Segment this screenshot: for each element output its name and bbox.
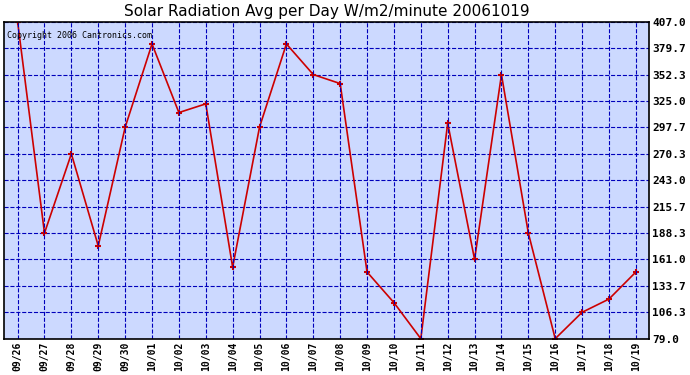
Title: Solar Radiation Avg per Day W/m2/minute 20061019: Solar Radiation Avg per Day W/m2/minute … [124, 4, 529, 19]
Text: Copyright 2006 Cantronics.com: Copyright 2006 Cantronics.com [8, 31, 152, 40]
